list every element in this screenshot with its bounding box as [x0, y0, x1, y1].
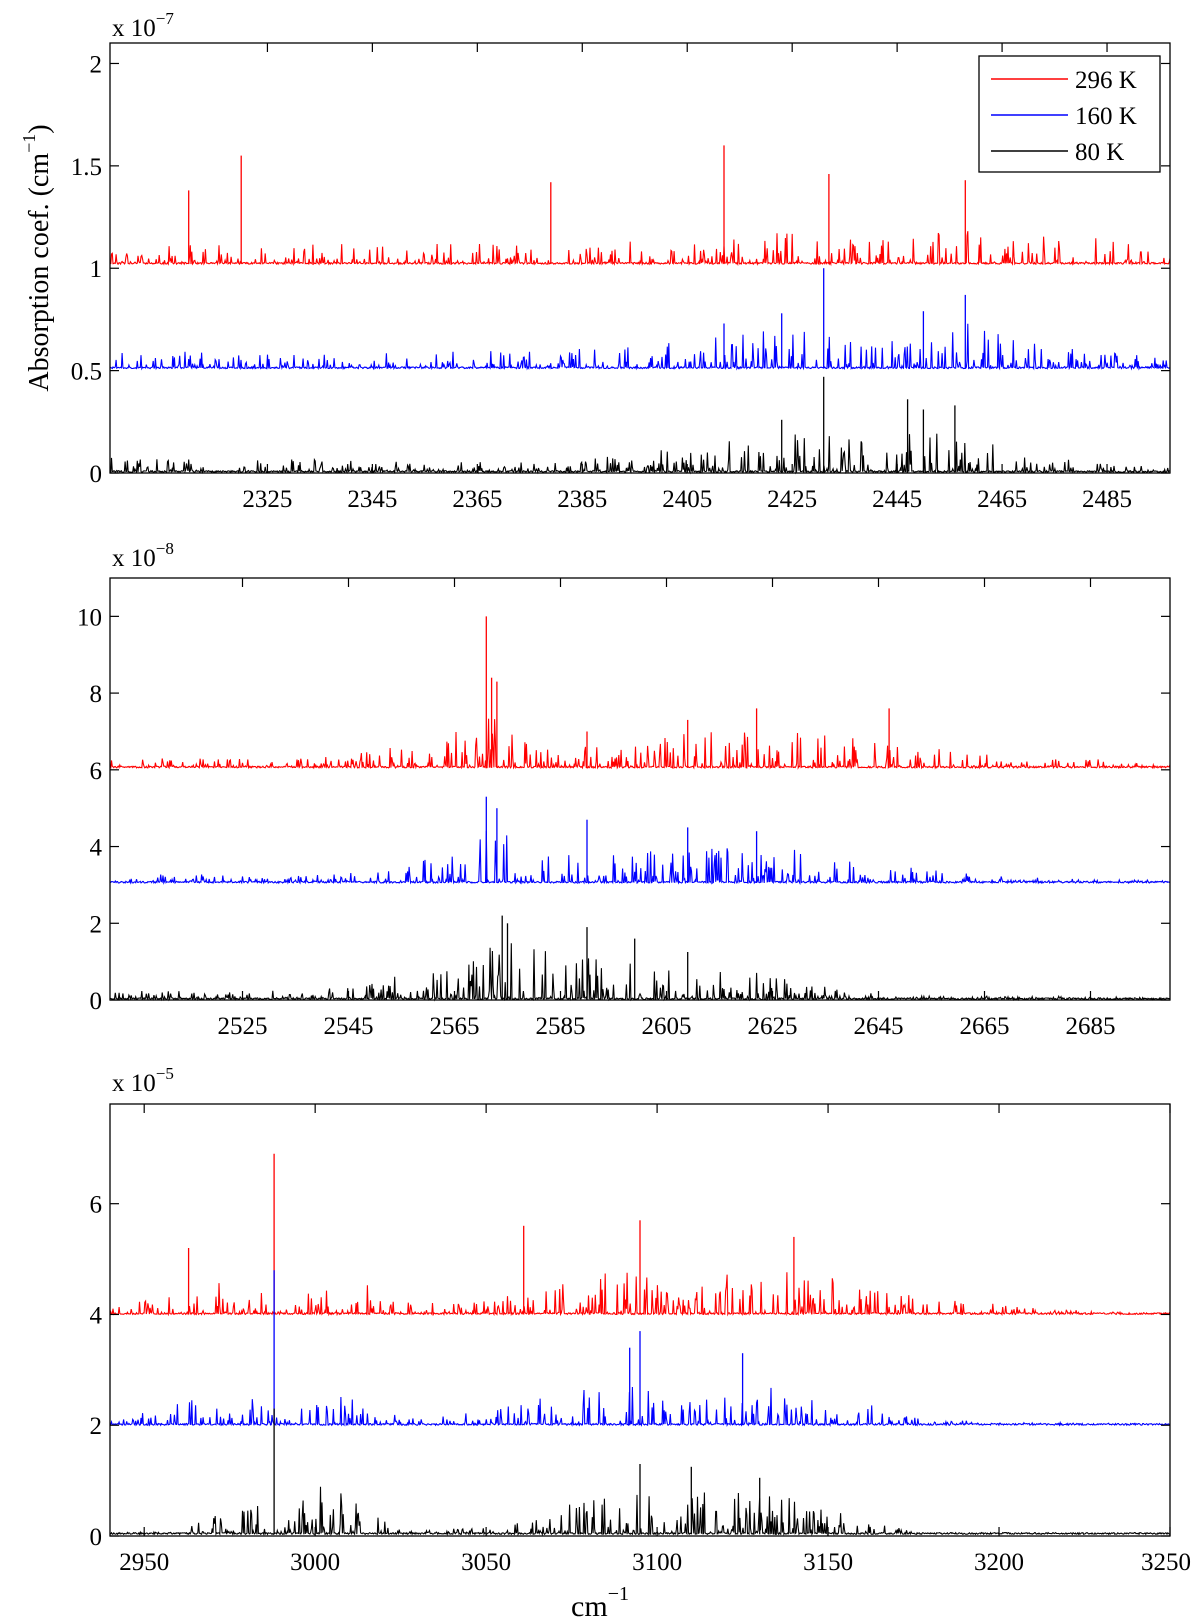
legend: 296 K 160 K 80 K [978, 55, 1161, 173]
legend-box [978, 55, 1161, 173]
x-tick-label: 2345 [347, 486, 397, 513]
legend-label-160k: 160 K [1075, 103, 1137, 130]
y-tick-label: 8 [90, 681, 103, 708]
x-tick-label: 2625 [748, 1013, 798, 1040]
y-tick-label: 4 [90, 1302, 103, 1329]
y-tick-label: 2 [90, 911, 103, 938]
y-tick-label: 0 [90, 1524, 103, 1551]
x-tick-label: 2605 [642, 1013, 692, 1040]
plot-frame [109, 577, 1171, 1001]
y-tick-label: 10 [77, 604, 102, 631]
x-tick-label: 2485 [1082, 486, 1132, 513]
y-tick-label: 2 [90, 51, 103, 78]
x-tick-label: 2385 [557, 486, 607, 513]
y-tick-label: 2 [90, 1413, 103, 1440]
x-tick-label: 2445 [872, 486, 922, 513]
y-tick-label: 6 [90, 758, 103, 785]
x-tick-label: 2465 [977, 486, 1027, 513]
y-tick-label: 1.5 [71, 154, 102, 181]
panel-3-2940-3250: 0 2 4 6 2950 3000 3050 3100 3150 3200 3250 x 10−5 [90, 1064, 1192, 1576]
x-tick-label: 2645 [854, 1013, 904, 1040]
legend-label-296k: 296 K [1075, 67, 1137, 94]
x-tick-label: 3100 [632, 1549, 682, 1576]
y-tick-label: 4 [90, 835, 103, 862]
series-160-k [109, 830, 1171, 886]
x-tick-label: 2545 [324, 1013, 374, 1040]
exponent-label: x 10−8 [112, 539, 174, 572]
series-80-k [109, 433, 1170, 475]
x-tick-label: 3000 [290, 1549, 340, 1576]
x-tick-label: 2525 [218, 1013, 268, 1040]
x-tick-label: 3150 [803, 1549, 853, 1576]
x-tick-label: 2950 [119, 1549, 169, 1576]
x-tick-label: 3250 [1141, 1549, 1191, 1576]
x-tick-label: 2665 [960, 1013, 1010, 1040]
x-tick-label: 2565 [430, 1013, 480, 1040]
plot-frame [109, 42, 1171, 474]
y-tick-label: 0 [90, 988, 103, 1015]
y-axis-label: Absorption coef. (cm−1) [19, 124, 55, 391]
x-tick-label: 3050 [461, 1549, 511, 1576]
x-tick-label: 3200 [974, 1549, 1024, 1576]
x-tick-label: 2685 [1066, 1013, 1116, 1040]
panel-1-2300-2500: 0 0.5 1 1.5 2 2325 2345 2365 2385 2405 2425 2445 246… [71, 9, 1171, 513]
x-tick-label: 2585 [536, 1013, 586, 1040]
y-tick-label: 0.5 [71, 359, 102, 386]
legend-label-80k: 80 K [1075, 139, 1124, 166]
x-tick-label: 2365 [452, 486, 502, 513]
x-tick-label: 2425 [767, 486, 817, 513]
y-tick-label: 6 [90, 1192, 103, 1219]
x-tick-label: 2325 [242, 486, 292, 513]
x-tick-label: 2405 [662, 486, 712, 513]
y-tick-label: 0 [90, 461, 103, 488]
exponent-label: x 10−5 [112, 1064, 174, 1097]
panel-2-2500-2700: 0 2 4 6 8 10 2525 2545 2565 2585 2605 2625 2645 2665 2… [77, 539, 1171, 1040]
x-axis-label: cm−1 [571, 1583, 629, 1622]
series-80-k [109, 943, 1171, 1002]
plot-frame [109, 1103, 1171, 1537]
y-tick-label: 1 [90, 256, 103, 283]
series-296-k [109, 718, 1171, 770]
series-160-k [109, 323, 1171, 371]
series-296-k [109, 231, 1171, 267]
exponent-label: x 10−7 [112, 9, 174, 42]
